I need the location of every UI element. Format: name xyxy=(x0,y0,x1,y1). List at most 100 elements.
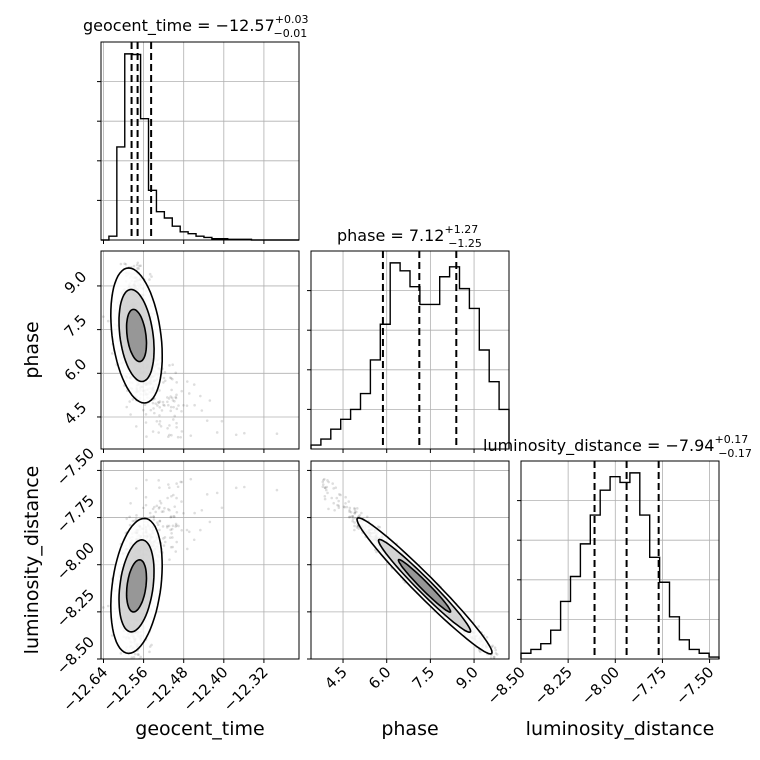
sample-point xyxy=(162,376,166,380)
sample-point xyxy=(132,655,136,659)
sample-point xyxy=(200,409,204,412)
sample-point xyxy=(491,660,494,663)
sample-point xyxy=(215,431,219,434)
sample-point xyxy=(493,646,497,650)
sample-point xyxy=(131,519,135,523)
sample-point xyxy=(151,430,155,433)
sample-point xyxy=(376,525,380,528)
sample-point xyxy=(102,315,105,318)
sample-point xyxy=(189,477,193,481)
x-tick-label: 6.0 xyxy=(365,663,395,693)
sample-point xyxy=(160,510,164,514)
sample-point xyxy=(129,501,132,505)
sample-point xyxy=(324,488,328,492)
sample-point xyxy=(128,660,131,663)
sample-point xyxy=(185,380,189,383)
sample-point xyxy=(234,486,238,490)
sample-point xyxy=(130,656,134,659)
sample-point xyxy=(185,404,189,407)
sample-point xyxy=(170,433,173,437)
sample-point xyxy=(169,395,172,398)
sample-point xyxy=(165,526,169,529)
sample-point xyxy=(169,377,173,380)
sample-point xyxy=(180,389,184,393)
plot-area xyxy=(102,477,279,663)
sample-point xyxy=(169,528,172,532)
sample-point xyxy=(133,652,137,656)
sample-point xyxy=(170,388,173,392)
sample-point xyxy=(162,510,165,513)
sample-point xyxy=(163,371,167,374)
sample-point xyxy=(157,507,161,510)
x-tick-label: 4.5 xyxy=(321,663,351,693)
x-tick-label: −7.75 xyxy=(625,663,670,708)
histogram-steps xyxy=(520,472,720,659)
hist-panel-luminosity-distance: −8.50 −8.25 −8.00 −7.75 −7.50 xyxy=(484,460,720,708)
sample-point xyxy=(158,499,162,503)
sample-point xyxy=(156,400,160,404)
hist-panel-geocent-time xyxy=(97,41,300,244)
sample-point xyxy=(128,523,132,527)
sample-point xyxy=(168,364,171,367)
sample-point xyxy=(353,511,357,515)
sample-point xyxy=(169,405,173,409)
y-tick-label: −8.00 xyxy=(53,539,98,584)
sample-point xyxy=(347,500,351,503)
sample-point xyxy=(321,485,325,489)
sample-point xyxy=(353,524,356,528)
sample-point xyxy=(151,507,155,511)
sample-point xyxy=(187,392,191,395)
sample-point xyxy=(171,377,174,381)
x-tick-label: −8.25 xyxy=(531,663,576,708)
sample-point xyxy=(477,625,481,628)
sample-point xyxy=(174,395,177,399)
sample-point xyxy=(167,397,171,400)
sample-point xyxy=(321,480,325,484)
sample-point xyxy=(158,519,162,523)
sample-point xyxy=(152,407,155,410)
sample-point xyxy=(199,394,202,398)
sample-point xyxy=(134,487,138,490)
sample-point xyxy=(155,504,159,508)
sample-point xyxy=(348,510,351,514)
y-tick-label: 6.0 xyxy=(61,355,91,385)
sample-point xyxy=(192,383,196,386)
sample-point xyxy=(129,413,132,416)
sample-point xyxy=(275,432,279,436)
sample-point xyxy=(158,406,162,409)
sample-point xyxy=(166,524,169,528)
sample-point xyxy=(353,506,356,510)
sample-point xyxy=(168,558,171,561)
sample-point xyxy=(344,501,347,505)
hist-panel-phase xyxy=(307,250,510,453)
sample-point xyxy=(323,494,327,498)
sample-point xyxy=(180,500,183,503)
y-tick-label: 7.5 xyxy=(61,311,91,341)
sample-point xyxy=(145,435,148,438)
sample-point xyxy=(163,404,166,407)
sample-point xyxy=(187,530,191,534)
sample-point xyxy=(168,536,172,540)
sample-point xyxy=(180,430,184,433)
sample-point xyxy=(152,515,155,518)
sample-point xyxy=(167,403,170,407)
x-tick-label: −8.00 xyxy=(578,663,623,708)
sample-point xyxy=(158,486,161,489)
sample-point xyxy=(106,319,110,323)
x-tick-label: −8.50 xyxy=(484,663,529,708)
sample-point xyxy=(144,503,148,507)
title-luminosity-distance: luminosity_distance = −7.94+0.17 −0.17 xyxy=(483,433,752,460)
sample-point xyxy=(172,514,175,518)
sample-point xyxy=(331,482,334,485)
sample-point xyxy=(168,508,171,512)
sample-point xyxy=(135,514,138,517)
title-geocent-time: geocent_time = −12.57+0.03 −0.01 xyxy=(83,13,309,40)
sample-point xyxy=(155,419,159,423)
sample-point xyxy=(175,496,178,500)
sample-point xyxy=(353,528,356,532)
sample-point xyxy=(102,606,105,609)
sample-point xyxy=(119,652,123,655)
sample-point xyxy=(167,524,171,528)
sample-point xyxy=(180,528,184,532)
x-tick-label: 7.5 xyxy=(409,663,439,693)
